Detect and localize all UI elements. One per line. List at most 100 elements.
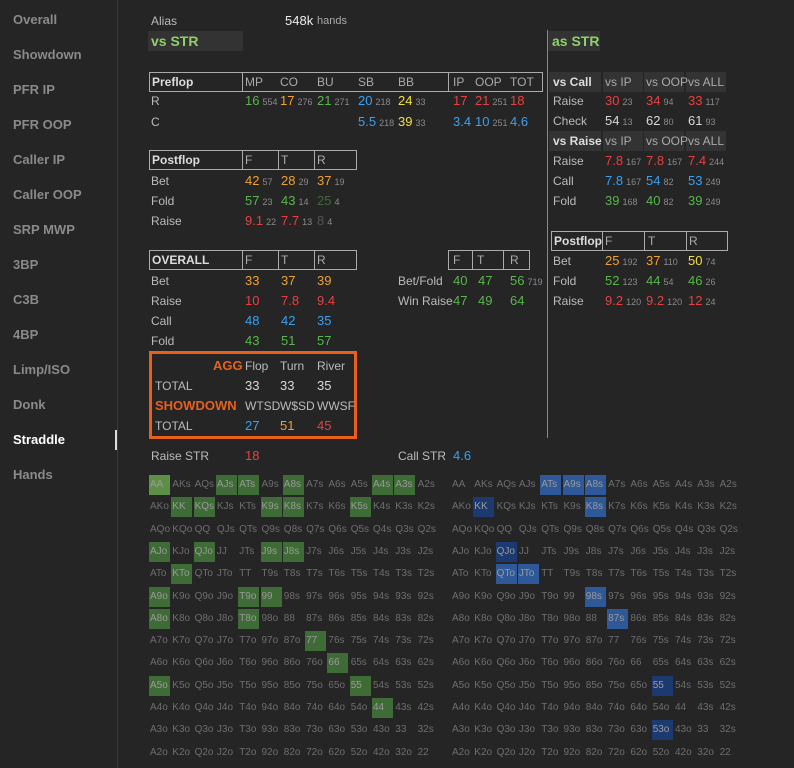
stat-value: 37 (281, 273, 296, 288)
hand-label: AJo (150, 545, 168, 557)
hand-label: T4o (541, 702, 559, 713)
hand-label: J8o (518, 612, 536, 624)
stat-cell: 7.8 (281, 293, 299, 309)
hand-label: T3s (395, 568, 412, 580)
stat-count: 26 (705, 277, 716, 287)
stat-cell: 7.8 167 (605, 153, 641, 170)
sidebar-item[interactable]: Straddle (13, 432, 66, 447)
table-header: F (453, 253, 461, 267)
stat-value: 7.8 (605, 173, 624, 188)
hand-label: 54o (652, 702, 670, 713)
hand-label: T7o (239, 635, 257, 647)
sidebar-item[interactable]: Showdown (13, 47, 82, 62)
row-label: Call STR (398, 449, 447, 463)
sidebar-item[interactable]: PFR IP (13, 82, 55, 97)
hand-label: K4s (675, 501, 693, 513)
hand-highlight (149, 608, 170, 629)
hand-label: AJs (216, 479, 234, 490)
hand-highlight (149, 675, 170, 696)
sidebar-item[interactable]: 3BP (13, 257, 39, 272)
hand-highlight (584, 497, 606, 518)
table-header-divider (242, 150, 243, 170)
hand-label: A7s (608, 479, 626, 490)
table-header: IP (453, 75, 465, 89)
hand-label: Q5o (194, 679, 214, 691)
sidebar-item[interactable]: SRP MWP (13, 222, 75, 237)
sidebar-item[interactable]: Caller IP (13, 152, 66, 167)
hands-label: hands (317, 15, 347, 27)
hand-label: J3o (518, 724, 536, 736)
hand-highlight (349, 497, 371, 518)
hand-label: QTs (239, 523, 257, 535)
table-header: WTSD (245, 399, 281, 413)
sidebar-item[interactable]: Caller OOP (13, 187, 82, 202)
sidebar-item[interactable]: Overall (13, 12, 58, 27)
hand-label: 52s (417, 679, 434, 691)
table-header-box (149, 150, 357, 170)
hand-highlight (394, 475, 416, 495)
hand-label: Q7s (306, 523, 325, 535)
table-header-divider (314, 250, 315, 270)
hand-label: J4s (675, 545, 691, 557)
stat-cell: 4.6 (510, 114, 528, 130)
sidebar-item[interactable]: Limp/ISO (13, 362, 71, 377)
hand-highlight (584, 475, 606, 495)
hand-label: 76o (306, 657, 323, 669)
hand-highlight (149, 475, 170, 495)
hand-highlight (149, 541, 170, 562)
stat-value: 34 (646, 93, 661, 108)
hand-label: 85s (350, 612, 367, 624)
hand-label: A9o (452, 590, 470, 602)
hand-label: 94o (563, 702, 581, 713)
hand-label: 32o (697, 746, 714, 758)
stat-cell: 27 (245, 418, 259, 434)
hand-highlight (171, 497, 193, 518)
hand-label: A4o (150, 702, 168, 713)
hand-label: 94o (261, 702, 279, 713)
hand-label: T5s (652, 568, 670, 580)
hand-label: J3o (216, 724, 234, 736)
hand-label: 97s (306, 590, 323, 602)
hand-label: 76s (630, 635, 647, 647)
stat-cell: 47 (453, 293, 467, 309)
stat-value: 39 (688, 193, 703, 208)
hand-label: 22 (719, 746, 731, 758)
sidebar-item[interactable]: 4BP (13, 327, 39, 342)
hand-highlight (260, 497, 282, 518)
sidebar-item[interactable]: Donk (13, 397, 46, 412)
table-header: Turn (280, 359, 305, 373)
stat-value: 9.2 (605, 293, 624, 308)
table-header-divider (314, 150, 315, 170)
hand-label: 83o (283, 724, 301, 736)
stat-value: 18 (245, 448, 260, 463)
hand-label: 72s (719, 635, 736, 647)
hand-label: 88 (283, 612, 295, 624)
hand-label: 54s (675, 679, 692, 691)
hand-label: Q9o (194, 590, 214, 602)
sidebar-item[interactable]: PFR OOP (13, 117, 72, 132)
table-header: OVERALL (152, 253, 210, 267)
hand-label: 43o (675, 724, 692, 736)
hand-label: J8s (585, 545, 602, 557)
hand-label: K2s (719, 501, 737, 513)
hand-label: K9s (563, 501, 581, 513)
hand-label: Q8o (194, 612, 214, 624)
hand-label: 83o (585, 724, 603, 736)
table-header: MP (245, 75, 263, 89)
hand-label: T8o (239, 612, 257, 624)
sidebar-item[interactable]: Hands (13, 467, 53, 482)
hand-label: A7o (150, 635, 168, 647)
stat-value: 7.7 (281, 213, 300, 228)
hand-label: Q2o (496, 746, 516, 758)
stat-count: 29 (298, 177, 309, 187)
hand-label: A8s (585, 479, 604, 490)
sidebar-item[interactable]: C3B (13, 292, 40, 307)
stat-value: 35 (317, 313, 332, 328)
hand-label: AA (150, 479, 164, 490)
hand-label: 55 (652, 679, 664, 691)
hand-highlight (149, 586, 170, 607)
stat-value: 39 (398, 114, 413, 129)
hand-label: K7o (172, 635, 191, 647)
stat-cell: 18 (510, 93, 524, 109)
row-label: Raise (553, 154, 584, 168)
